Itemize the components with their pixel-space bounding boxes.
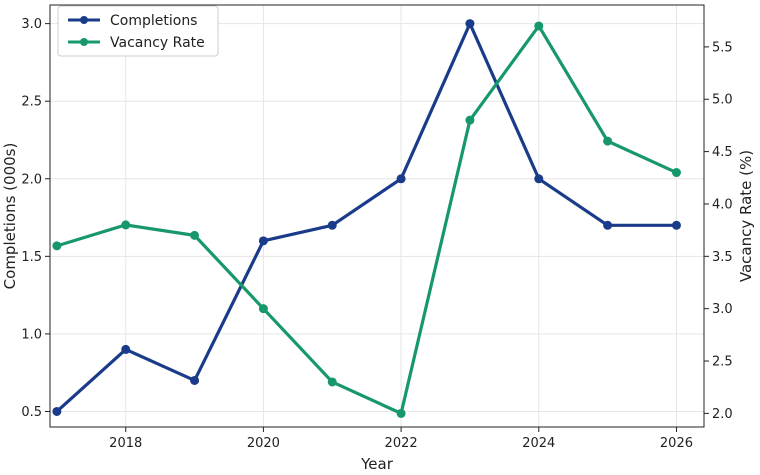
data-point-completions [534,174,544,184]
legend: Completions Vacancy Rate [57,5,219,57]
data-point-vacancy-rate [534,21,544,31]
x-tick-label: 2024 [522,436,555,451]
legend-label-completions: Completions [110,13,197,29]
y-axis-right: 2.0 2.5 3.0 3.5 4.0 4.5 5.0 5.5 [704,40,733,422]
data-point-vacancy-rate [121,220,131,230]
legend-label-vacancy-rate: Vacancy Rate [110,35,205,51]
data-point-vacancy-rate [396,408,406,418]
y-left-tick-label: 1.5 [21,250,42,265]
y-right-tick-label: 5.0 [712,93,733,108]
series-line-completions [55,22,679,414]
legend-marker-vacancy-rate [80,38,88,46]
y-right-tick-label: 4.5 [712,145,733,160]
data-point-completions [465,19,475,29]
data-point-vacancy-rate [190,230,200,240]
x-axis-title: Year [360,455,394,473]
plot-frame [49,4,705,428]
data-point-completions [671,220,681,230]
y-right-tick-label: 5.5 [712,40,733,55]
x-axis: 2018 2020 2022 2024 2026 [109,427,693,451]
y-left-tick-label: 1.0 [21,327,42,342]
data-point-vacancy-rate [327,377,337,387]
y-left-tick-label: 3.0 [21,17,42,32]
x-tick-label: 2022 [385,436,418,451]
data-point-vacancy-rate [465,115,475,125]
data-point-completions [396,174,406,184]
series-layer [52,19,681,418]
grid-lines [50,5,704,427]
data-point-completions [52,406,62,416]
data-point-vacancy-rate [52,241,62,251]
data-point-completions [327,220,337,230]
data-point-vacancy-rate [258,304,268,314]
data-point-completions [603,220,613,230]
y-axis-left: 0.5 1.0 1.5 2.0 2.5 3.0 [21,17,50,420]
y-right-tick-label: 2.0 [712,407,733,422]
y-left-tick-label: 2.0 [21,172,42,187]
series-line-vacancy-rate [55,24,679,415]
x-tick-label: 2026 [660,436,693,451]
data-point-completions [121,344,131,354]
data-point-completions [190,375,200,385]
data-point-completions [258,236,268,246]
y-right-tick-label: 4.0 [712,197,733,212]
x-tick-label: 2020 [247,436,280,451]
y-left-tick-label: 0.5 [21,405,42,420]
y-left-tick-label: 2.5 [21,95,42,110]
y-right-tick-label: 3.5 [712,250,733,265]
legend-marker-completions [80,16,88,24]
y-axis-left-title: Completions (000s) [1,143,19,290]
data-point-vacancy-rate [603,136,613,146]
y-right-tick-label: 2.5 [712,355,733,370]
y-right-tick-label: 3.0 [712,302,733,317]
x-tick-label: 2018 [109,436,142,451]
data-point-vacancy-rate [671,168,681,178]
y-axis-right-title: Vacancy Rate (%) [737,150,755,282]
